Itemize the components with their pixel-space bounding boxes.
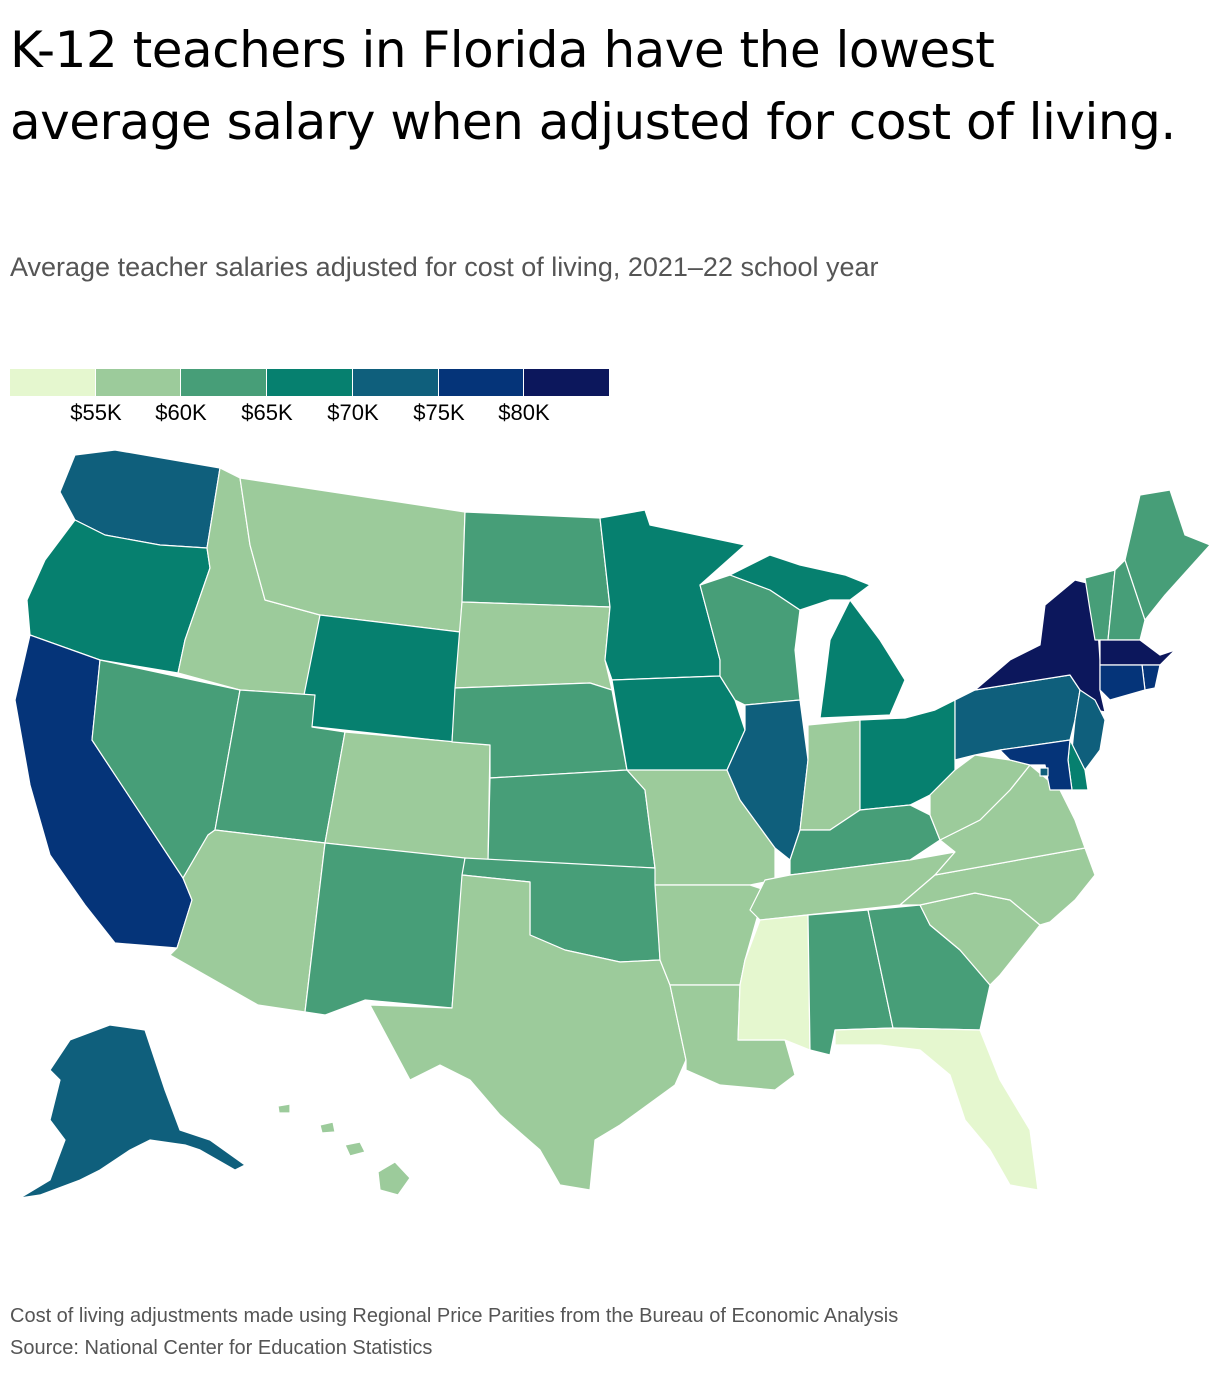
state-hawaii [277,1103,411,1196]
legend-swatch [95,369,182,396]
chart-subtitle: Average teacher salaries adjusted for co… [10,252,879,282]
state-maryland [999,739,1073,791]
us-choropleth-map [14,449,1211,1199]
state-illinois [726,699,809,861]
legend-swatch [181,369,268,396]
state-south-dakota [454,601,613,691]
source-note: Source: National Center for Education St… [10,1337,433,1359]
legend-swatches [10,369,610,396]
state-dc [1039,767,1049,777]
state-indiana [799,719,861,831]
legend-swatch [267,369,353,396]
state-alaska [19,1024,246,1199]
legend-tick: $75K [413,400,465,425]
legend-swatch [438,369,525,396]
state-colorado [324,731,491,863]
state-new-hampshire [1107,559,1146,641]
legend-tick: $60K [155,400,207,425]
legend-swatch [10,369,96,396]
state-massachusetts [1099,639,1176,666]
state-kansas [487,769,656,869]
state-michigan [819,599,906,719]
footnote: Cost of living adjustments made using Re… [10,1305,899,1327]
state-connecticut [1099,664,1146,701]
legend-swatch [352,369,439,396]
legend-tick: $55K [70,400,122,425]
legend-labels: $55K $60K $65K $70K $75K $80K [10,396,610,426]
legend-tick: $80K [498,400,550,425]
footer-notes: Cost of living adjustments made using Re… [10,1300,1210,1364]
state-florida [834,1027,1039,1191]
chart-title: K-12 teachers in Florida have the lowest… [10,21,1176,151]
color-legend: $55K $60K $65K $70K $75K $80K [10,369,610,429]
state-texas [369,874,687,1191]
state-west-virginia [929,754,1031,841]
state-maine [1124,489,1211,621]
state-new-jersey [1071,689,1106,771]
legend-swatch [524,369,610,396]
legend-tick: $70K [327,400,379,425]
state-new-mexico [304,842,466,1016]
legend-tick: $65K [241,400,293,425]
state-michigan-up [729,554,871,611]
state-north-dakota [461,511,611,608]
state-iowa [611,675,746,776]
state-wyoming [297,614,461,743]
